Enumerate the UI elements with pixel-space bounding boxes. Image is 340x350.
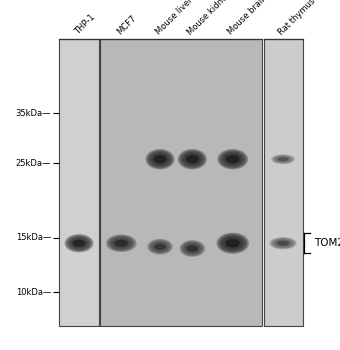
- Bar: [100, 38, 262, 326]
- Bar: [59, 38, 99, 326]
- Text: THP-1: THP-1: [73, 13, 97, 37]
- Ellipse shape: [114, 239, 129, 247]
- Ellipse shape: [180, 240, 205, 257]
- Ellipse shape: [109, 236, 133, 250]
- Text: 10kDa—: 10kDa—: [16, 288, 51, 297]
- Ellipse shape: [226, 155, 240, 164]
- Ellipse shape: [106, 234, 137, 252]
- Text: Mouse kidney: Mouse kidney: [186, 0, 234, 37]
- Ellipse shape: [278, 157, 288, 161]
- Ellipse shape: [150, 152, 170, 166]
- Ellipse shape: [183, 152, 202, 166]
- Ellipse shape: [182, 242, 202, 255]
- Ellipse shape: [180, 150, 205, 168]
- Text: Rat thymus: Rat thymus: [277, 0, 317, 37]
- Ellipse shape: [272, 238, 294, 248]
- Ellipse shape: [272, 155, 294, 164]
- Ellipse shape: [186, 155, 199, 163]
- Ellipse shape: [222, 236, 244, 250]
- Text: MCF7: MCF7: [115, 14, 138, 37]
- Text: 35kDa—: 35kDa—: [16, 108, 51, 118]
- Ellipse shape: [187, 245, 198, 252]
- Ellipse shape: [186, 245, 198, 252]
- Ellipse shape: [221, 151, 245, 167]
- Ellipse shape: [108, 236, 135, 251]
- Ellipse shape: [114, 240, 128, 247]
- Ellipse shape: [275, 156, 291, 162]
- Ellipse shape: [149, 151, 171, 167]
- Ellipse shape: [181, 241, 204, 256]
- Ellipse shape: [154, 243, 166, 250]
- Ellipse shape: [147, 239, 173, 255]
- Ellipse shape: [113, 238, 130, 248]
- Ellipse shape: [219, 150, 246, 168]
- Ellipse shape: [274, 239, 292, 247]
- Ellipse shape: [223, 237, 242, 249]
- Ellipse shape: [274, 155, 292, 163]
- Ellipse shape: [225, 239, 240, 247]
- Ellipse shape: [186, 155, 199, 164]
- Text: 25kDa—: 25kDa—: [16, 159, 51, 168]
- Ellipse shape: [71, 238, 87, 248]
- Text: Mouse liver: Mouse liver: [154, 0, 194, 37]
- Ellipse shape: [217, 233, 249, 254]
- Ellipse shape: [154, 155, 167, 163]
- Ellipse shape: [185, 244, 200, 253]
- Ellipse shape: [72, 239, 86, 247]
- Ellipse shape: [152, 153, 168, 165]
- Text: 15kDa—: 15kDa—: [16, 233, 51, 243]
- Ellipse shape: [178, 149, 207, 169]
- Ellipse shape: [151, 241, 169, 252]
- Ellipse shape: [153, 155, 167, 164]
- Ellipse shape: [271, 154, 295, 164]
- Ellipse shape: [66, 235, 92, 251]
- Ellipse shape: [220, 235, 245, 252]
- Ellipse shape: [146, 149, 174, 169]
- Ellipse shape: [69, 237, 89, 250]
- Ellipse shape: [153, 242, 167, 251]
- Ellipse shape: [226, 155, 240, 163]
- Ellipse shape: [65, 234, 94, 252]
- Bar: [264, 38, 303, 326]
- Ellipse shape: [150, 240, 170, 253]
- Ellipse shape: [277, 241, 289, 246]
- Ellipse shape: [225, 238, 240, 248]
- Ellipse shape: [271, 238, 295, 249]
- Ellipse shape: [147, 150, 173, 168]
- Ellipse shape: [149, 240, 171, 254]
- Ellipse shape: [68, 236, 90, 250]
- Ellipse shape: [111, 237, 132, 249]
- Ellipse shape: [217, 149, 248, 169]
- Ellipse shape: [72, 240, 86, 247]
- Ellipse shape: [222, 152, 243, 166]
- Ellipse shape: [218, 234, 247, 253]
- Ellipse shape: [224, 153, 241, 165]
- Ellipse shape: [184, 243, 201, 254]
- Ellipse shape: [275, 240, 291, 247]
- Ellipse shape: [184, 153, 201, 165]
- Text: TOM20: TOM20: [314, 238, 340, 248]
- Text: Mouse brain: Mouse brain: [226, 0, 269, 37]
- Ellipse shape: [276, 156, 290, 162]
- Ellipse shape: [154, 244, 166, 250]
- Ellipse shape: [269, 237, 296, 249]
- Ellipse shape: [181, 151, 204, 167]
